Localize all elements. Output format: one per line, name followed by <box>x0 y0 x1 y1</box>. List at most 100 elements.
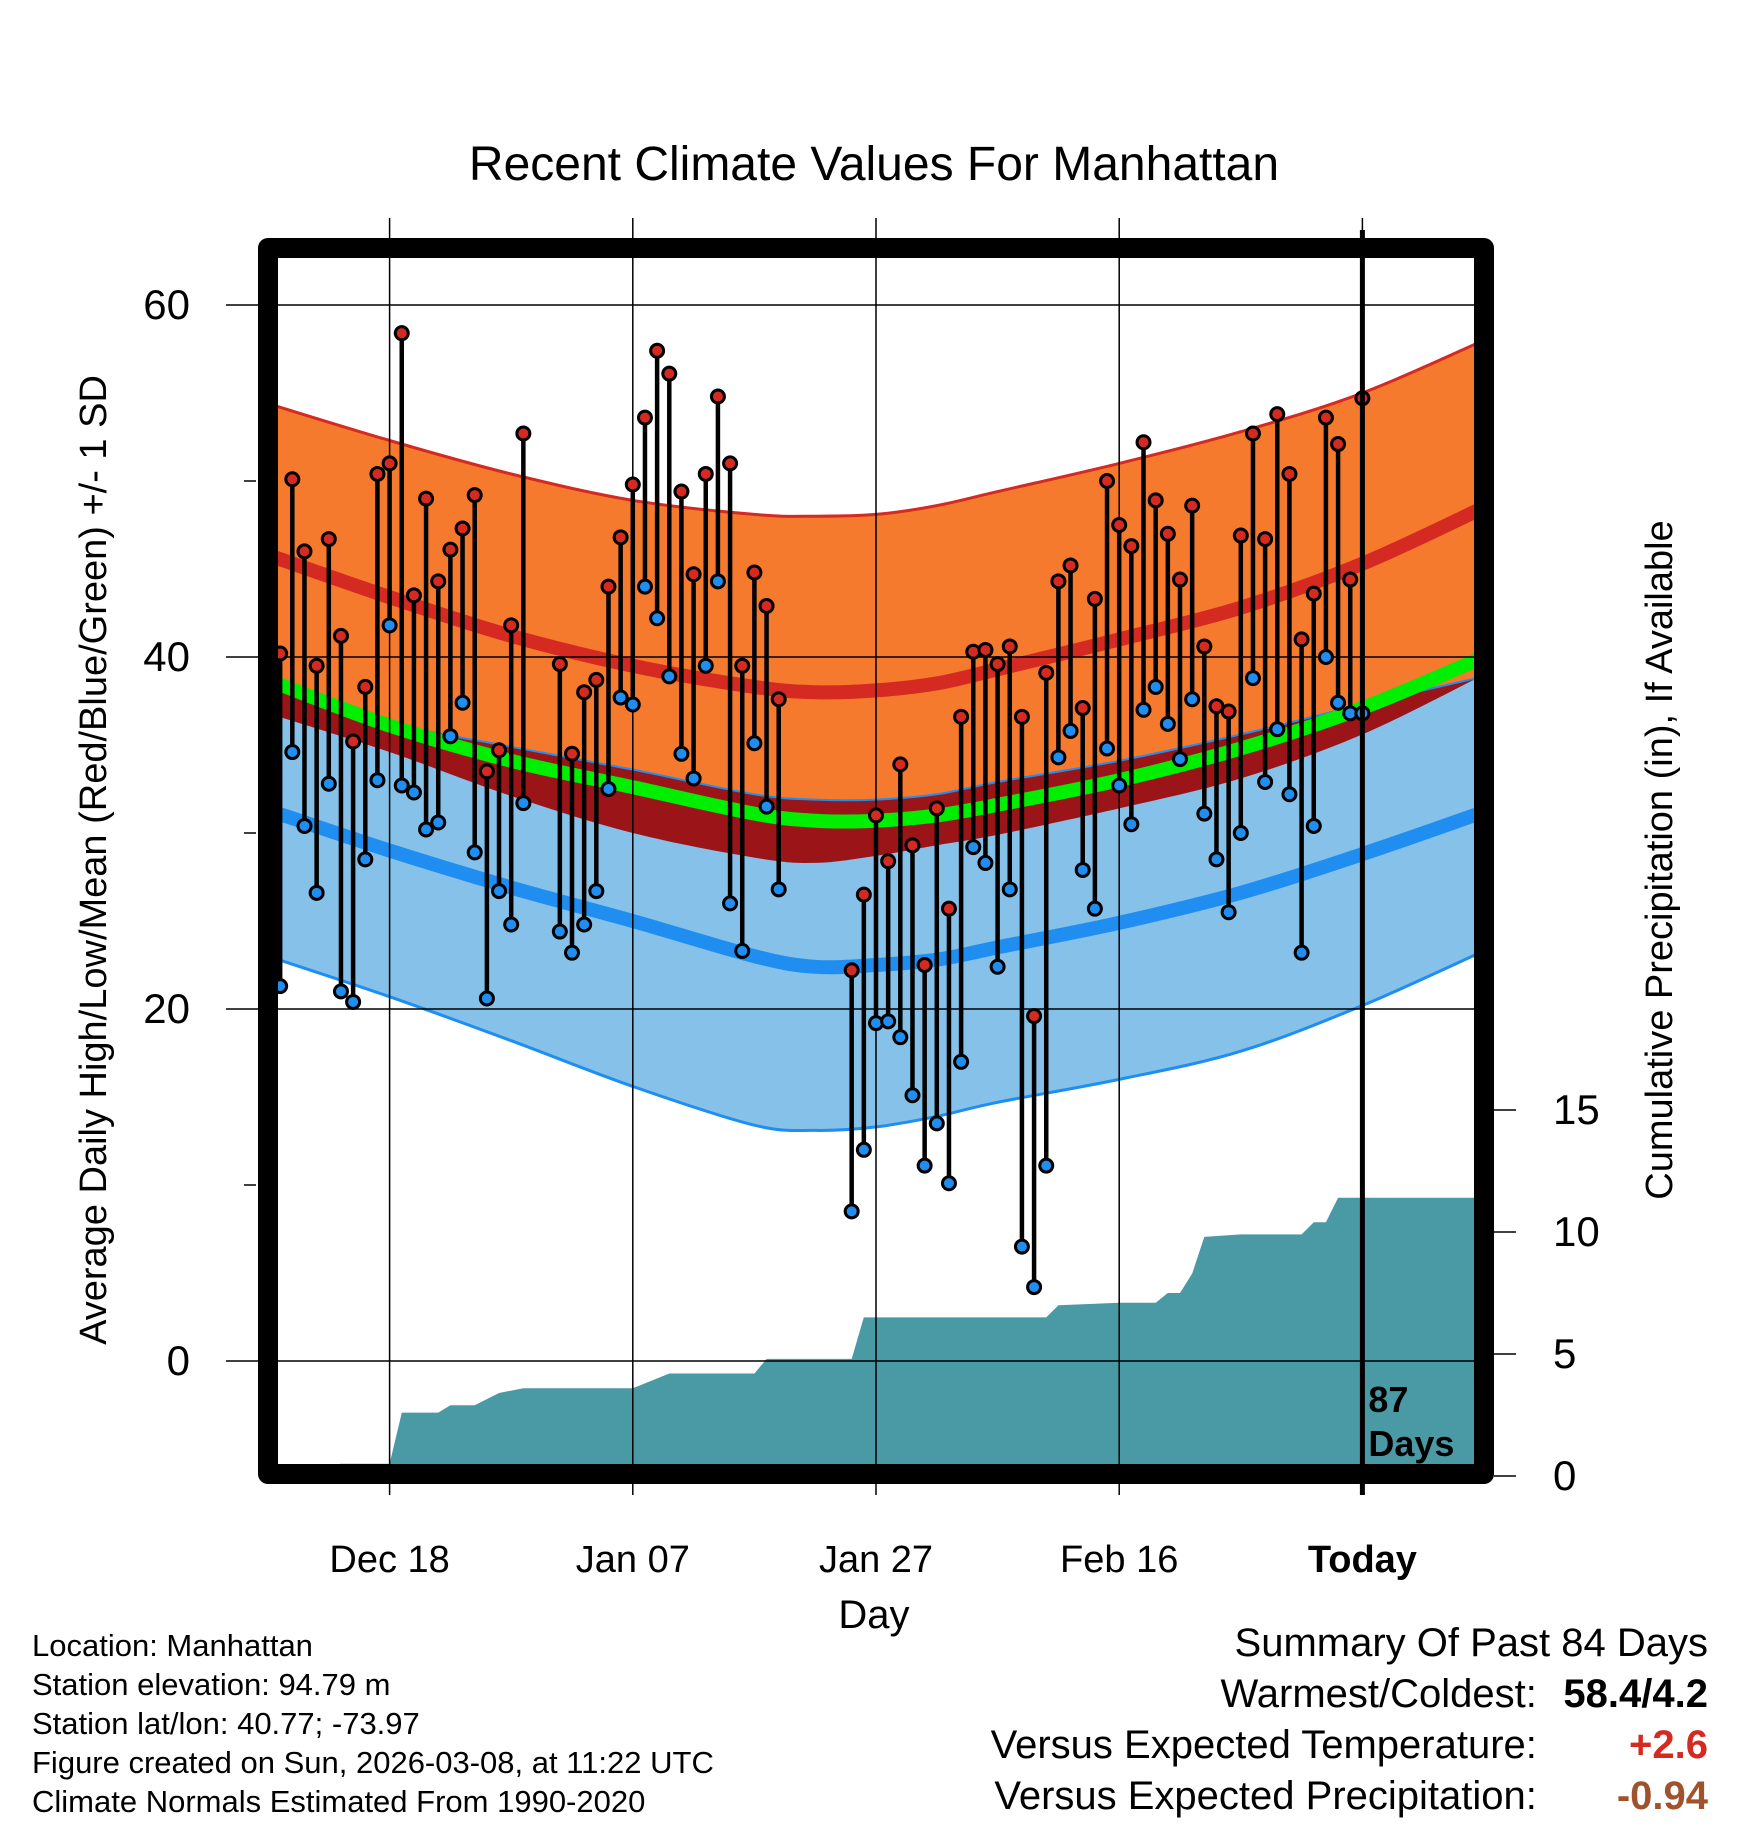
daily-high-point <box>1269 406 1286 423</box>
y2-tick-label: 0 <box>1553 1452 1576 1499</box>
daily-high-point <box>722 455 739 472</box>
daily-high-point <box>1244 425 1261 442</box>
daily-low-point <box>1293 944 1310 961</box>
daily-high-point <box>1317 409 1334 426</box>
daily-high-point <box>904 837 921 854</box>
daily-high-point <box>1172 571 1188 588</box>
daily-high-point <box>624 476 641 493</box>
daily-low-point <box>1208 851 1225 868</box>
daily-high-point <box>1342 571 1359 588</box>
chart-title: Recent Climate Values For Manhattan <box>469 138 1279 191</box>
daily-high-point <box>636 409 653 426</box>
daily-low-point <box>1244 670 1261 687</box>
daily-high-point <box>1111 517 1128 533</box>
y-tick-label: 20 <box>143 985 190 1032</box>
daily-low-point <box>709 573 726 590</box>
daily-low-point <box>843 1203 860 1220</box>
cumulative-precip-area <box>279 1197 1484 1474</box>
normals-text: Climate Normals Estimated From 1990-2020 <box>32 1784 646 1819</box>
daily-high-point <box>1147 492 1164 509</box>
daily-low-point <box>503 916 520 933</box>
daily-low-point <box>1184 691 1201 708</box>
daily-low-point <box>454 694 471 711</box>
daily-low-point <box>442 728 459 745</box>
location-text: Location: Manhattan <box>32 1628 313 1663</box>
precip-label: Versus Expected Precipitation: <box>994 1774 1537 1818</box>
daily-low-point <box>466 844 483 861</box>
warmest-value: 58.4/4.2 <box>1563 1672 1708 1716</box>
daily-high-point <box>308 657 325 674</box>
y2-tick-label: 15 <box>1553 1086 1600 1133</box>
summary-heading: Summary Of Past 84 Days <box>1234 1621 1708 1665</box>
summary-panel: Summary Of Past 84 Days Warmest/Coldest:… <box>991 1618 1708 1822</box>
daily-low-point <box>551 923 568 940</box>
daily-low-point <box>940 1175 957 1192</box>
daily-high-point <box>709 388 726 405</box>
daily-low-point <box>953 1053 970 1070</box>
days-unit-label: Days <box>1368 1423 1454 1464</box>
daily-low-point <box>405 784 422 801</box>
station-info: Location: Manhattan Station elevation: 9… <box>32 1626 714 1821</box>
y2-axis-label: Cumulative Precipitation (in), If Availa… <box>1639 520 1681 1199</box>
daily-low-point <box>722 895 739 912</box>
temp-label: Versus Expected Temperature: <box>990 1723 1537 1767</box>
daily-high-point <box>843 962 860 979</box>
x-tick-label: Today <box>1308 1539 1417 1581</box>
daily-high-point <box>1038 664 1055 681</box>
daily-low-point <box>649 610 666 627</box>
y2-tick-label: 10 <box>1553 1208 1600 1255</box>
daily-high-point <box>1305 585 1322 602</box>
daily-low-point <box>1305 817 1322 834</box>
temp-value: +2.6 <box>1629 1723 1708 1767</box>
daily-low-point <box>345 993 362 1010</box>
y2-tick-label: 5 <box>1553 1330 1576 1377</box>
daily-high-point <box>1062 557 1079 574</box>
daily-low-point <box>284 744 301 761</box>
y-tick-label: 0 <box>167 1337 190 1384</box>
daily-low-point <box>600 781 617 797</box>
daily-high-point <box>381 455 398 472</box>
daily-low-point <box>515 795 532 812</box>
daily-low-point <box>880 1013 897 1030</box>
daily-high-point <box>296 543 313 560</box>
daily-high-point <box>430 573 447 590</box>
daily-low-point <box>734 942 751 959</box>
daily-high-point <box>758 597 775 614</box>
daily-high-point <box>989 656 1006 673</box>
daily-high-point <box>1220 703 1237 720</box>
daily-high-point <box>503 617 520 634</box>
daily-low-point <box>1232 825 1249 841</box>
daily-high-point <box>1159 525 1176 542</box>
daily-high-point <box>977 641 994 658</box>
daily-low-point <box>1062 722 1079 739</box>
daily-high-point <box>466 487 483 504</box>
daily-high-point <box>1013 708 1030 725</box>
daily-high-point <box>649 342 666 359</box>
daily-high-point <box>1026 1008 1043 1025</box>
daily-high-point <box>442 541 459 558</box>
y-tick-label: 60 <box>143 281 190 328</box>
plot-frame <box>258 238 1494 1484</box>
y-tick-label: 40 <box>143 633 190 680</box>
warmest-label: Warmest/Coldest: <box>1220 1672 1537 1716</box>
daily-high-point <box>916 957 933 973</box>
daily-low-point <box>916 1157 933 1174</box>
daily-low-point <box>1220 904 1237 921</box>
daily-low-point <box>430 814 447 831</box>
daily-high-point <box>600 578 617 595</box>
daily-high-point <box>454 520 471 537</box>
daily-high-point <box>418 490 435 507</box>
daily-low-point <box>393 777 410 794</box>
daily-low-point <box>1026 1279 1043 1296</box>
daily-low-point <box>357 851 374 868</box>
daily-low-point <box>1123 816 1140 833</box>
daily-low-point <box>1196 805 1213 822</box>
daily-high-point <box>284 471 301 488</box>
latlon-text: Station lat/lon: 40.77; -73.97 <box>32 1706 420 1741</box>
daily-low-point <box>892 1029 909 1046</box>
elevation-text: Station elevation: 94.79 m <box>32 1667 391 1702</box>
daily-high-point <box>855 886 872 903</box>
daily-low-point <box>1257 773 1274 790</box>
daily-low-point <box>1001 881 1018 898</box>
